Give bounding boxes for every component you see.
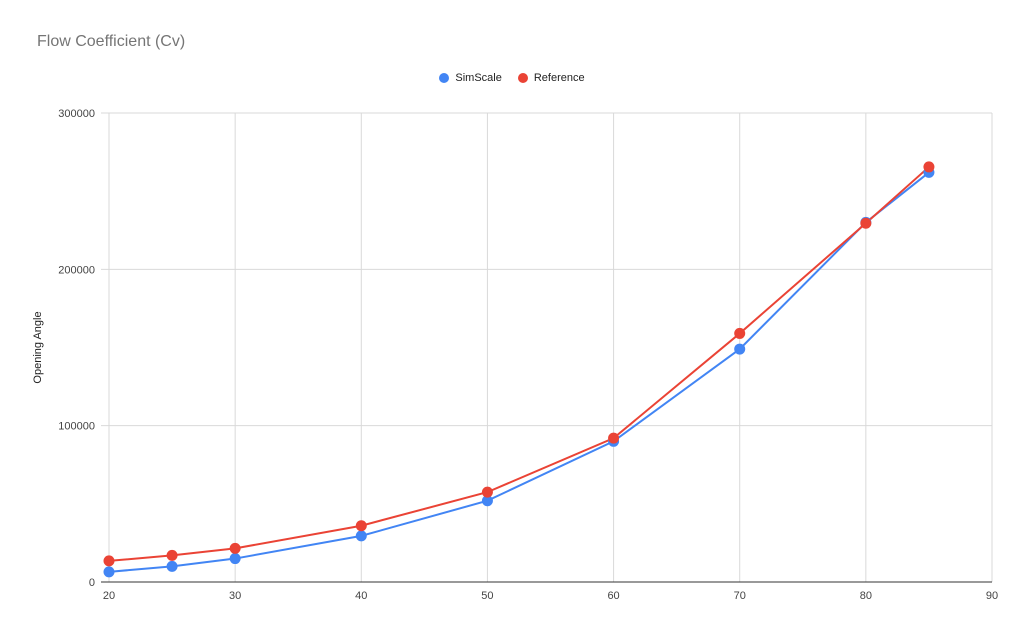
legend-item-simscale[interactable]: SimScale	[439, 72, 502, 84]
series-line-reference	[108, 166, 930, 562]
data-point-reference[interactable]	[481, 486, 493, 498]
y-tick-label: 100000	[58, 421, 95, 433]
data-point-simscale[interactable]	[103, 566, 115, 578]
y-tick-label: 0	[89, 577, 95, 589]
chart-title: Flow Coefficient (Cv)	[37, 33, 186, 50]
x-tick-label: 80	[860, 590, 872, 602]
x-tick-label: 60	[607, 590, 619, 602]
x-tick-label: 90	[986, 590, 998, 602]
data-point-reference[interactable]	[355, 520, 367, 532]
y-tick-label: 300000	[58, 108, 95, 120]
y-tick-label: 200000	[58, 264, 95, 276]
data-point-reference[interactable]	[608, 432, 620, 444]
legend-label: Reference	[533, 72, 585, 84]
legend-label: SimScale	[455, 72, 502, 84]
data-point-reference[interactable]	[860, 217, 872, 229]
series-line-simscale	[108, 171, 930, 573]
x-tick-label: 30	[229, 590, 241, 602]
data-point-simscale[interactable]	[734, 343, 746, 355]
x-tick-label: 70	[734, 590, 746, 602]
data-point-simscale[interactable]	[355, 530, 367, 542]
x-tick-label: 20	[103, 590, 115, 602]
legend-dot-icon	[517, 73, 528, 83]
legend-item-reference[interactable]: Reference	[517, 72, 585, 84]
data-point-reference[interactable]	[923, 161, 935, 173]
data-point-reference[interactable]	[229, 542, 241, 554]
chart-legend: SimScale Reference	[0, 72, 1024, 84]
data-point-reference[interactable]	[103, 555, 115, 567]
legend-dot-icon	[439, 73, 450, 83]
y-axis-title: Opening Angle	[32, 311, 44, 383]
x-tick-label: 50	[481, 590, 493, 602]
data-point-reference[interactable]	[166, 549, 178, 561]
x-tick-label: 40	[355, 590, 367, 602]
data-point-reference[interactable]	[734, 327, 746, 339]
data-point-simscale[interactable]	[229, 553, 241, 565]
data-point-simscale[interactable]	[166, 560, 178, 572]
data-point-simscale[interactable]	[481, 495, 493, 507]
